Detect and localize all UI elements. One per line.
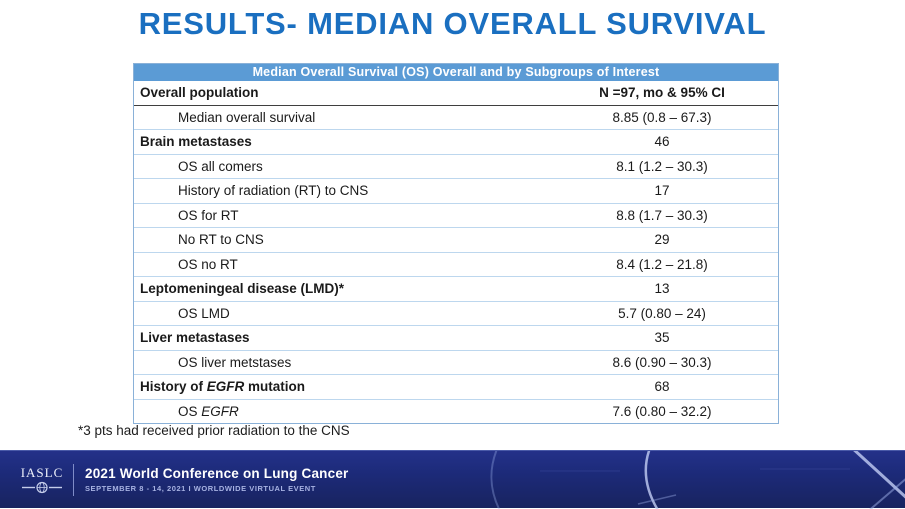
table-row: History of EGFR mutation 68 <box>134 374 778 399</box>
footer-divider <box>73 463 74 496</box>
row-label: Median overall survival <box>178 109 316 125</box>
row-value: 8.1 (1.2 – 30.3) <box>616 158 708 174</box>
table-row: Liver metastases 35 <box>134 325 778 350</box>
row-label: OS no RT <box>178 256 238 272</box>
row-label: OS for RT <box>178 207 239 223</box>
table-row: OS no RT 8.4 (1.2 – 21.8) <box>134 251 778 276</box>
table-row: OS all comers 8.1 (1.2 – 30.3) <box>134 153 778 178</box>
iaslc-logo: IASLC <box>20 466 64 494</box>
survival-table: Median Overall Survival (OS) Overall and… <box>133 63 779 424</box>
row-value: 13 <box>654 281 670 297</box>
row-value: N =97, mo & 95% CI <box>599 85 725 101</box>
table-row: Brain metastases 46 <box>134 129 778 154</box>
row-label: OS EGFR <box>178 403 239 419</box>
row-value: 8.85 (0.8 – 67.3) <box>612 109 712 125</box>
footnote: *3 pts had received prior radiation to t… <box>78 423 350 438</box>
row-value: 7.6 (0.80 – 32.2) <box>612 403 712 419</box>
table-row: No RT to CNS 29 <box>134 227 778 252</box>
table-row: Leptomeningeal disease (LMD)* 13 <box>134 276 778 301</box>
table-row: OS EGFR 7.6 (0.80 – 32.2) <box>134 398 778 423</box>
row-value: 17 <box>654 183 670 199</box>
row-value: 5.7 (0.80 – 24) <box>618 305 706 321</box>
footer-banner: IASLC 2021 World Conference on Lung Canc… <box>0 450 905 509</box>
row-value: 8.6 (0.90 – 30.3) <box>612 354 712 370</box>
table-row: History of radiation (RT) to CNS 17 <box>134 178 778 203</box>
slide-title: RESULTS- MEDIAN OVERALL SURVIVAL <box>138 6 767 41</box>
row-label: OS all comers <box>178 158 263 174</box>
row-value: 8.4 (1.2 – 21.8) <box>616 256 708 272</box>
table-title-header: Median Overall Survival (OS) Overall and… <box>134 64 778 81</box>
row-label: History of EGFR mutation <box>140 379 306 395</box>
table-body: Overall population N =97, mo & 95% CI Me… <box>134 81 778 423</box>
row-value: 46 <box>654 134 670 150</box>
row-label: OS liver metstases <box>178 354 292 370</box>
row-label: Overall population <box>140 85 259 101</box>
row-value: 35 <box>654 330 670 346</box>
event-details: SEPTEMBER 8 - 14, 2021 I WORLDWIDE VIRTU… <box>85 484 316 493</box>
row-label: History of radiation (RT) to CNS <box>178 183 369 199</box>
row-label: No RT to CNS <box>178 232 264 248</box>
row-value: 29 <box>654 232 670 248</box>
iaslc-logo-text: IASLC <box>20 464 64 480</box>
table-row: OS LMD 5.7 (0.80 – 24) <box>134 300 778 325</box>
conference-title: 2021 World Conference on Lung Cancer <box>85 466 349 481</box>
globe-icon <box>22 481 62 493</box>
row-value: 8.8 (1.7 – 30.3) <box>616 207 708 223</box>
table-row: OS liver metstases 8.6 (0.90 – 30.3) <box>134 349 778 374</box>
row-label: Leptomeningeal disease (LMD)* <box>140 281 345 297</box>
footer-text: 2021 World Conference on Lung Cancer SEP… <box>85 466 349 493</box>
row-value: 68 <box>654 379 670 395</box>
table-row: Median overall survival 8.85 (0.8 – 67.3… <box>134 105 778 129</box>
row-label: Brain metastases <box>140 134 252 150</box>
table-row: Overall population N =97, mo & 95% CI <box>134 81 778 106</box>
row-label: Liver metastases <box>140 330 250 346</box>
row-label: OS LMD <box>178 305 230 321</box>
table-row: OS for RT 8.8 (1.7 – 30.3) <box>134 202 778 227</box>
